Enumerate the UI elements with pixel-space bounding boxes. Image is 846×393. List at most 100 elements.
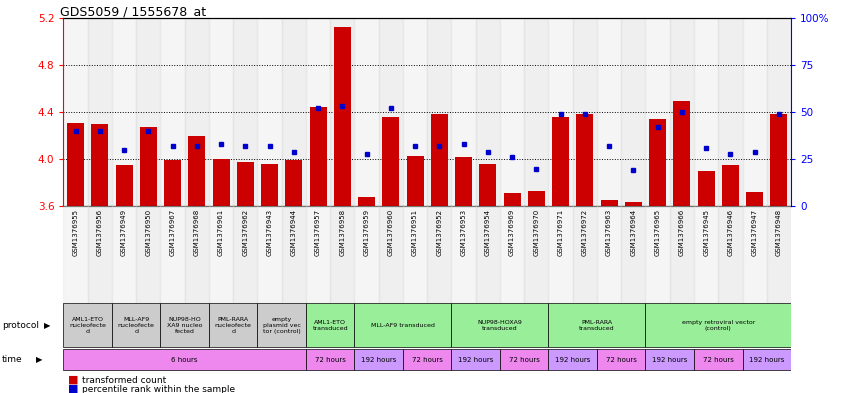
Bar (503, 193, 520, 206)
Bar (625, 202, 642, 206)
FancyBboxPatch shape (306, 303, 354, 347)
FancyBboxPatch shape (743, 349, 791, 370)
Bar (233, 206, 257, 303)
Text: ▶: ▶ (36, 355, 42, 364)
Text: GSM1376946: GSM1376946 (728, 209, 733, 256)
FancyBboxPatch shape (452, 349, 500, 370)
FancyBboxPatch shape (645, 303, 791, 347)
Bar (480, 164, 497, 206)
Text: ■: ■ (68, 375, 78, 385)
Text: GSM1376965: GSM1376965 (655, 209, 661, 256)
Bar (525, 206, 548, 303)
FancyBboxPatch shape (112, 303, 161, 347)
Text: 192 hours: 192 hours (652, 356, 688, 363)
Text: GSM1376971: GSM1376971 (558, 209, 563, 257)
Text: GSM1376966: GSM1376966 (678, 209, 685, 257)
Text: GSM1376967: GSM1376967 (169, 209, 176, 257)
Text: PML-RARA
nucleofecte
d: PML-RARA nucleofecte d (215, 317, 251, 334)
Text: time: time (2, 355, 22, 364)
Bar (140, 127, 157, 206)
Bar (184, 206, 209, 303)
Bar (698, 171, 715, 206)
FancyBboxPatch shape (257, 303, 306, 347)
Bar (257, 18, 282, 206)
Bar (334, 27, 351, 206)
FancyBboxPatch shape (403, 349, 452, 370)
Bar (407, 156, 424, 206)
Text: empty retroviral vector
(control): empty retroviral vector (control) (682, 320, 755, 331)
Bar (500, 206, 525, 303)
Bar (427, 206, 452, 303)
Text: GSM1376949: GSM1376949 (121, 209, 127, 256)
Text: GSM1376960: GSM1376960 (387, 209, 394, 257)
Bar (597, 206, 621, 303)
Bar (427, 18, 452, 206)
Bar (552, 117, 569, 206)
Bar (743, 18, 766, 206)
Bar (285, 160, 302, 206)
Bar (261, 164, 278, 206)
Text: MLL-AF9 transduced: MLL-AF9 transduced (371, 323, 435, 328)
Text: GSM1376943: GSM1376943 (266, 209, 272, 256)
Bar (645, 206, 670, 303)
Bar (621, 206, 645, 303)
Bar (601, 200, 618, 206)
Text: GSM1376964: GSM1376964 (630, 209, 636, 256)
Bar (694, 18, 718, 206)
Bar (116, 165, 133, 206)
Text: GSM1376944: GSM1376944 (291, 209, 297, 256)
Bar (184, 18, 209, 206)
Bar (88, 18, 112, 206)
FancyBboxPatch shape (548, 303, 645, 347)
Bar (209, 18, 233, 206)
FancyBboxPatch shape (694, 349, 743, 370)
Text: 72 hours: 72 hours (606, 356, 637, 363)
Text: GSM1376959: GSM1376959 (364, 209, 370, 256)
Bar (161, 18, 184, 206)
Text: 192 hours: 192 hours (749, 356, 784, 363)
Bar (212, 159, 229, 206)
Text: GDS5059 / 1555678_at: GDS5059 / 1555678_at (60, 5, 206, 18)
Bar (452, 18, 475, 206)
Bar (403, 18, 427, 206)
Text: GSM1376972: GSM1376972 (582, 209, 588, 256)
Bar (573, 18, 597, 206)
Bar (358, 197, 375, 206)
Bar (164, 160, 181, 206)
Text: GSM1376958: GSM1376958 (339, 209, 345, 256)
Bar (112, 206, 136, 303)
Text: AML1-ETO
transduced: AML1-ETO transduced (312, 320, 348, 331)
Text: PML-RARA
transduced: PML-RARA transduced (580, 320, 615, 331)
Text: 72 hours: 72 hours (412, 356, 442, 363)
Bar (354, 18, 379, 206)
Text: protocol: protocol (2, 321, 39, 330)
Bar (237, 162, 254, 206)
Bar (525, 18, 548, 206)
Bar (282, 18, 306, 206)
FancyBboxPatch shape (597, 349, 645, 370)
Bar (475, 206, 500, 303)
Bar (136, 18, 161, 206)
Text: GSM1376969: GSM1376969 (509, 209, 515, 257)
Text: empty
plasmid vec
tor (control): empty plasmid vec tor (control) (263, 317, 300, 334)
FancyBboxPatch shape (306, 349, 354, 370)
Text: 72 hours: 72 hours (315, 356, 346, 363)
Bar (209, 206, 233, 303)
Text: GSM1376968: GSM1376968 (194, 209, 200, 257)
Text: AML1-ETO
nucleofecte
d: AML1-ETO nucleofecte d (69, 317, 106, 334)
FancyBboxPatch shape (209, 303, 257, 347)
Bar (766, 206, 791, 303)
Bar (548, 18, 573, 206)
Text: GSM1376961: GSM1376961 (218, 209, 224, 257)
Bar (379, 206, 403, 303)
Bar (403, 206, 427, 303)
Bar (257, 206, 282, 303)
FancyBboxPatch shape (63, 349, 306, 370)
Bar (576, 114, 593, 206)
Bar (746, 192, 763, 206)
Bar (670, 18, 694, 206)
Bar (310, 107, 327, 206)
Bar (136, 206, 161, 303)
Bar (645, 18, 670, 206)
Bar (379, 18, 403, 206)
